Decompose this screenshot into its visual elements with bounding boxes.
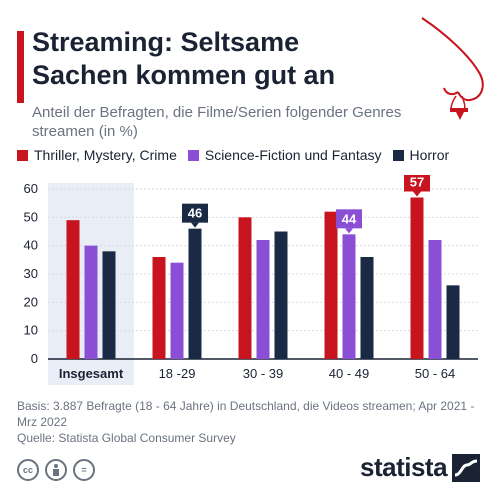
bar [152, 257, 166, 359]
data-label-box [336, 209, 362, 229]
grouped-bar-chart: 0 10 20 30 40 50 60 Insgesamt 18 -29 30 - 39 40 - … [24, 175, 478, 385]
y-tick-label: 50 [24, 209, 38, 224]
legend-item-scifi: Science-Fiction und Fantasy [187, 147, 382, 163]
y-tick-label: 10 [24, 323, 38, 338]
data-label: 57 [410, 175, 424, 190]
bar [324, 211, 338, 359]
legend-label-horror: Horror [409, 147, 450, 163]
bar [446, 285, 460, 359]
bar [274, 231, 288, 359]
legend-item-horror: Horror [392, 147, 450, 163]
data-label-box [404, 175, 430, 192]
bar [238, 217, 252, 359]
logo-wordmark: statista [360, 452, 448, 482]
footer-basis: Basis: 3.887 Befragte (18 - 64 Jahre) in… [17, 399, 475, 429]
footer-source: Quelle: Statista Global Consumer Survey [17, 431, 236, 445]
x-tick-label: 40 - 49 [329, 366, 369, 381]
data-label-pointer [413, 191, 421, 197]
chart-title: Streaming: Seltsame Sachen kommen gut an [32, 27, 336, 90]
creative-commons-icon[interactable]: cc [17, 459, 39, 481]
attribution-person-icon[interactable] [45, 459, 67, 481]
y-tick-label: 40 [24, 238, 38, 253]
data-label-box [182, 203, 208, 223]
statista-logo-icon [452, 453, 481, 482]
y-tick-label: 30 [24, 266, 38, 281]
chart-footer: Basis: 3.887 Befragte (18 - 64 Jahre) in… [17, 398, 487, 446]
chart-legend: Thriller, Mystery, Crime Science-Fiction… [17, 147, 493, 163]
legend-label-scifi: Science-Fiction und Fantasy [204, 147, 382, 163]
data-label-pointer [191, 222, 199, 228]
x-tick-label: 50 - 64 [415, 366, 455, 381]
legend-swatch-thriller [17, 149, 28, 161]
bar [170, 262, 184, 359]
bar [256, 240, 270, 359]
nose-with-nosebleed-icon [421, 17, 484, 120]
bar [188, 228, 202, 359]
bar [342, 234, 356, 359]
data-label: 46 [188, 206, 202, 221]
y-tick-label: 0 [31, 351, 38, 366]
license-icons: cc = [17, 459, 101, 481]
bar [66, 220, 80, 359]
y-tick-label: 60 [24, 181, 38, 196]
legend-swatch-horror [392, 149, 404, 161]
data-label-pointer [345, 228, 353, 234]
y-tick-label: 20 [24, 294, 38, 309]
bar [84, 245, 98, 359]
no-derivatives-equals-icon[interactable]: = [73, 459, 95, 481]
data-label: 44 [342, 211, 357, 226]
legend-label-thriller: Thriller, Mystery, Crime [34, 147, 177, 163]
statista-logo[interactable]: statista [360, 452, 481, 483]
x-tick-label: 18 -29 [159, 366, 196, 381]
bar [360, 257, 374, 359]
x-tick-label: 30 - 39 [243, 366, 283, 381]
bar [428, 240, 442, 359]
bar [102, 251, 116, 359]
legend-swatch-scifi [187, 149, 199, 161]
chart-subtitle: Anteil der Befragten, die Filme/Serien f… [32, 104, 402, 140]
title-accent-bar [17, 31, 24, 103]
legend-item-thriller: Thriller, Mystery, Crime [17, 147, 177, 163]
x-tick-label: Insgesamt [59, 366, 124, 381]
bar [410, 197, 424, 359]
